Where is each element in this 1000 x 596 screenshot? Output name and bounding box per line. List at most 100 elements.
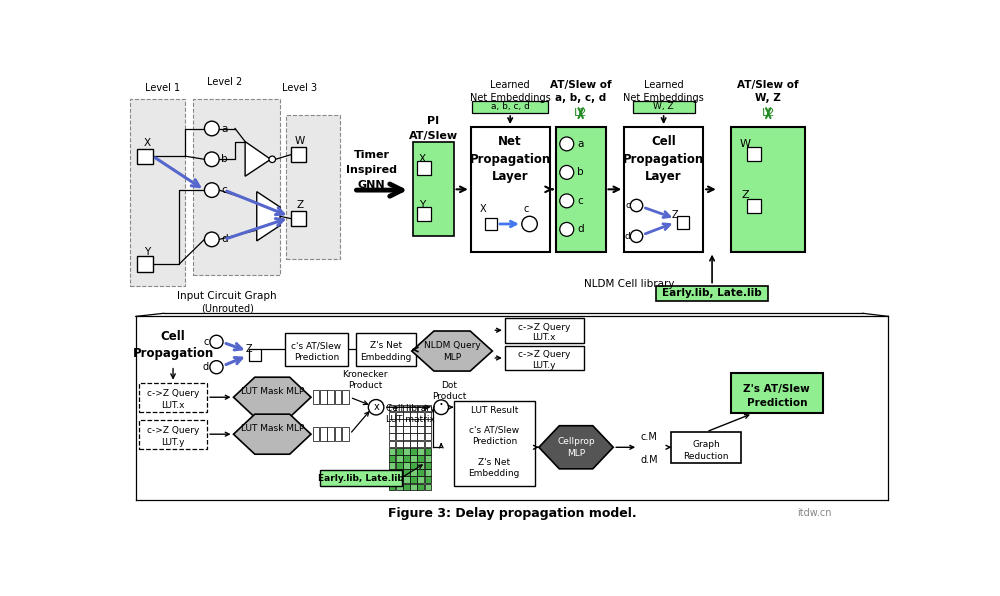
Text: L2: L2	[762, 108, 775, 118]
FancyBboxPatch shape	[342, 390, 349, 404]
Text: Propagation: Propagation	[470, 153, 551, 166]
FancyBboxPatch shape	[396, 405, 403, 411]
FancyBboxPatch shape	[472, 101, 548, 113]
Text: LUT.y: LUT.y	[161, 438, 185, 447]
Text: LUT.y: LUT.y	[533, 361, 556, 370]
Text: Level 2: Level 2	[207, 77, 242, 87]
FancyBboxPatch shape	[396, 469, 403, 476]
FancyBboxPatch shape	[403, 405, 410, 411]
Text: c: c	[221, 185, 227, 195]
FancyBboxPatch shape	[139, 383, 207, 412]
FancyBboxPatch shape	[388, 455, 395, 462]
FancyBboxPatch shape	[425, 483, 431, 491]
Text: Product: Product	[348, 381, 382, 390]
Text: LUT.x: LUT.x	[161, 401, 185, 410]
Text: Learned: Learned	[644, 80, 683, 91]
FancyBboxPatch shape	[388, 412, 395, 418]
Text: LUT Mask MLP: LUT Mask MLP	[241, 424, 304, 433]
Text: Embedding: Embedding	[360, 353, 412, 362]
FancyBboxPatch shape	[633, 101, 695, 113]
FancyBboxPatch shape	[417, 462, 424, 469]
FancyBboxPatch shape	[291, 147, 306, 162]
Text: Embedding: Embedding	[469, 469, 520, 478]
Text: W, Z: W, Z	[653, 103, 674, 111]
FancyBboxPatch shape	[327, 427, 334, 441]
FancyBboxPatch shape	[410, 412, 417, 418]
FancyBboxPatch shape	[291, 211, 306, 226]
FancyBboxPatch shape	[417, 433, 424, 440]
FancyBboxPatch shape	[410, 476, 417, 483]
FancyBboxPatch shape	[139, 420, 207, 449]
FancyBboxPatch shape	[417, 476, 424, 483]
FancyBboxPatch shape	[731, 127, 805, 252]
Text: c's AT/Slew: c's AT/Slew	[291, 341, 341, 350]
FancyBboxPatch shape	[403, 440, 410, 447]
Text: AT/Slew of: AT/Slew of	[737, 80, 799, 91]
FancyBboxPatch shape	[193, 100, 280, 275]
FancyBboxPatch shape	[410, 426, 417, 433]
FancyBboxPatch shape	[413, 142, 454, 236]
FancyBboxPatch shape	[403, 462, 410, 469]
FancyBboxPatch shape	[485, 218, 497, 230]
Text: Y: Y	[144, 247, 151, 257]
FancyBboxPatch shape	[320, 390, 326, 404]
Text: Z: Z	[297, 200, 304, 210]
FancyBboxPatch shape	[425, 426, 431, 433]
FancyBboxPatch shape	[624, 127, 703, 252]
Polygon shape	[245, 142, 271, 176]
Text: Z's Net: Z's Net	[370, 341, 402, 350]
Text: Kronecker: Kronecker	[342, 370, 388, 380]
Text: L2: L2	[574, 108, 587, 118]
Circle shape	[560, 137, 574, 151]
Text: c: c	[578, 196, 584, 206]
Polygon shape	[234, 377, 311, 417]
FancyBboxPatch shape	[410, 455, 417, 462]
Circle shape	[210, 361, 223, 374]
Circle shape	[560, 222, 574, 236]
Text: NLDM Cell library: NLDM Cell library	[584, 279, 674, 289]
Text: a, b, c, d: a, b, c, d	[555, 93, 606, 103]
Text: Prediction: Prediction	[747, 398, 807, 408]
FancyBboxPatch shape	[410, 440, 417, 447]
Text: c: c	[203, 337, 209, 347]
Text: NLDM Query: NLDM Query	[424, 341, 480, 350]
Text: LUT.x: LUT.x	[533, 333, 556, 343]
FancyBboxPatch shape	[556, 127, 606, 252]
Text: Z: Z	[672, 210, 679, 220]
FancyBboxPatch shape	[417, 440, 424, 447]
Text: Cell library: Cell library	[386, 404, 435, 413]
FancyBboxPatch shape	[388, 440, 395, 447]
FancyBboxPatch shape	[396, 412, 403, 418]
Text: Y: Y	[419, 200, 426, 210]
FancyBboxPatch shape	[356, 333, 416, 366]
FancyBboxPatch shape	[388, 469, 395, 476]
Text: Layer: Layer	[492, 170, 528, 183]
Text: c's AT/Slew: c's AT/Slew	[469, 426, 519, 435]
Text: Level 3: Level 3	[282, 83, 317, 93]
Text: d: d	[625, 232, 630, 241]
Text: a: a	[578, 139, 584, 149]
FancyBboxPatch shape	[396, 483, 403, 491]
Polygon shape	[412, 331, 492, 371]
FancyBboxPatch shape	[388, 462, 395, 469]
Text: d.M: d.M	[640, 455, 658, 465]
FancyBboxPatch shape	[505, 346, 584, 370]
FancyBboxPatch shape	[403, 419, 410, 426]
FancyBboxPatch shape	[335, 390, 341, 404]
Text: AT/Slew of: AT/Slew of	[550, 80, 612, 91]
FancyBboxPatch shape	[747, 199, 761, 213]
FancyBboxPatch shape	[130, 100, 185, 285]
FancyBboxPatch shape	[505, 318, 584, 343]
FancyBboxPatch shape	[410, 462, 417, 469]
FancyBboxPatch shape	[403, 455, 410, 462]
FancyBboxPatch shape	[417, 405, 424, 411]
Text: a: a	[221, 123, 227, 134]
Circle shape	[204, 232, 219, 247]
FancyBboxPatch shape	[403, 448, 410, 455]
FancyBboxPatch shape	[410, 433, 417, 440]
FancyBboxPatch shape	[396, 426, 403, 433]
Circle shape	[210, 335, 223, 348]
Text: c: c	[625, 201, 630, 210]
FancyBboxPatch shape	[342, 427, 349, 441]
FancyBboxPatch shape	[410, 405, 417, 411]
